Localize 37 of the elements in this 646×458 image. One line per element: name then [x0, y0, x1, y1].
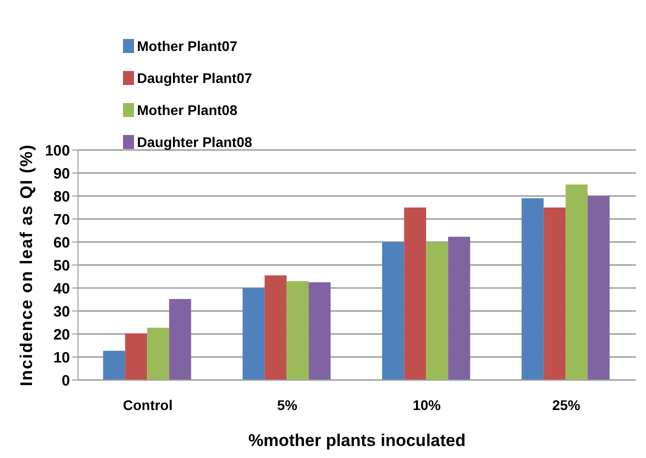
bar — [522, 198, 544, 380]
x-tick-label: 25% — [552, 396, 581, 413]
bar — [426, 242, 448, 380]
x-axis-title: %mother plants inoculated — [248, 431, 466, 450]
bar — [588, 196, 610, 380]
y-tick-label: 40 — [53, 280, 70, 298]
y-tick-label: 100 — [44, 142, 70, 160]
y-tick-label: 0 — [62, 372, 70, 390]
bar — [242, 288, 265, 380]
x-tick-label: 10% — [412, 396, 442, 413]
y-tick-label: 20 — [53, 326, 70, 344]
bar — [169, 299, 192, 380]
bar — [308, 282, 331, 380]
y-tick-label: 30 — [53, 303, 70, 320]
bar — [382, 242, 404, 380]
bar — [566, 184, 588, 380]
bar — [404, 208, 426, 380]
legend-label: Daughter Plant08 — [137, 133, 252, 152]
y-axis-title: Incidence on leaf as QI (%) — [17, 144, 36, 386]
legend-label: Mother Plant08 — [137, 101, 238, 120]
bar — [448, 236, 470, 380]
y-tick-label: 10 — [53, 349, 70, 366]
y-tick-label: 50 — [53, 257, 70, 274]
bar — [125, 334, 148, 380]
y-tick-label: 70 — [53, 211, 70, 228]
x-tick-label: Control — [122, 396, 173, 413]
legend-label: Mother Plant07 — [137, 37, 238, 56]
x-tick-label: 5% — [277, 396, 298, 413]
y-tick-label: 90 — [53, 165, 70, 182]
bar — [103, 350, 126, 380]
bar — [264, 275, 287, 380]
y-tick-label: 80 — [53, 188, 70, 206]
bar — [147, 328, 170, 380]
y-tick-label: 60 — [53, 234, 70, 252]
bar — [544, 208, 566, 380]
bar — [286, 281, 309, 380]
legend-label: Daughter Plant07 — [137, 69, 252, 88]
